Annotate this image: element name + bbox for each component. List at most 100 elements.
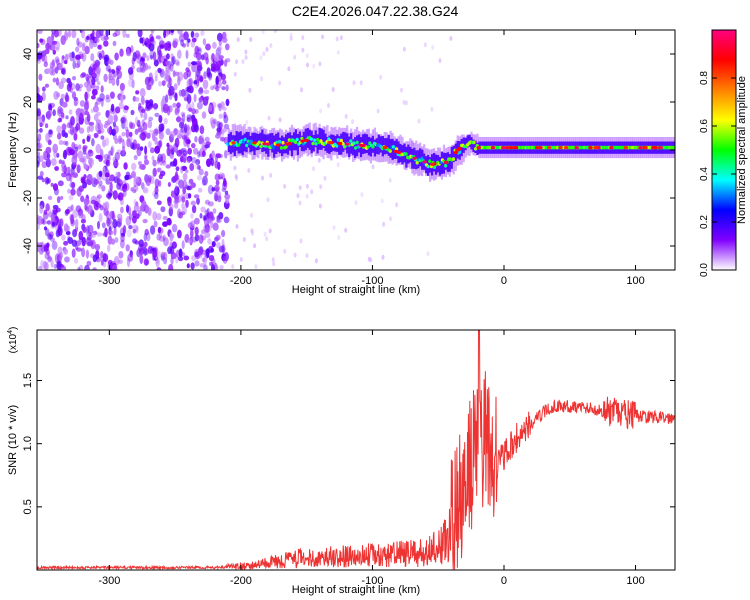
spectrogram-noise-mark <box>52 183 59 192</box>
spectrogram-scatter-mark <box>318 203 322 209</box>
spectrogram-noise-mark <box>194 217 200 225</box>
spectrogram-noise-mark <box>78 144 82 150</box>
spectrogram-noise-mark <box>75 46 80 53</box>
spectrogram-noise-mark <box>193 194 200 199</box>
snr-scale-close: ) <box>8 327 19 330</box>
spectrogram-noise-mark <box>156 167 161 173</box>
spectrogram-noise-mark <box>67 237 74 244</box>
spectrogram-noise-mark <box>180 193 186 200</box>
spectrogram-noise-mark <box>215 153 222 159</box>
spectrogram-noise-mark <box>97 97 103 102</box>
spectrogram-noise-mark <box>91 95 96 100</box>
spectrogram-scatter-mark <box>293 252 297 258</box>
spectrogram-noise-mark <box>196 101 203 110</box>
spectrogram-noise-mark <box>94 244 101 251</box>
spectrogram-peak-mark <box>455 148 461 152</box>
spectrogram-peak-mark <box>393 149 399 153</box>
spectrogram-noise-mark <box>57 180 64 187</box>
spectrogram-noise-mark <box>194 260 200 267</box>
spectrogram-noise-mark <box>197 69 201 74</box>
spectrogram-x-tick-label: 100 <box>626 275 644 287</box>
spectrogram-noise-mark <box>221 187 227 192</box>
spectrogram-noise-mark <box>82 146 87 152</box>
spectrogram-noise-mark <box>194 234 200 242</box>
spectrogram-noise-mark <box>202 79 209 90</box>
spectrogram-noise-mark <box>156 158 161 163</box>
spectrogram-noise-mark <box>37 108 41 117</box>
spectrogram-noise-mark <box>153 59 159 67</box>
spectrogram-noise-mark <box>149 147 155 154</box>
spectrogram-noise-mark <box>221 128 227 133</box>
spectrogram-scatter-mark <box>278 80 282 86</box>
spectrogram-noise-mark <box>52 49 56 55</box>
spectrogram-noise-mark <box>78 264 84 270</box>
spectrogram-noise-mark <box>221 86 226 91</box>
snr-x-tick-label: -200 <box>230 575 252 587</box>
spectrogram-scatter-mark <box>319 108 323 114</box>
spectrogram-noise-mark <box>80 176 85 184</box>
spectrogram-peak-mark <box>547 146 552 150</box>
spectrogram-noise-mark <box>63 223 69 233</box>
spectrogram-noise-mark <box>166 142 170 148</box>
spectrogram-noise-mark <box>90 53 95 62</box>
spectrogram-noise-mark <box>203 224 209 233</box>
spectrogram-noise-mark <box>158 115 163 123</box>
spectrogram-noise-mark <box>70 116 75 126</box>
spectrogram-noise-mark <box>116 76 120 87</box>
spectrogram-y-tick-label: 0 <box>22 147 34 153</box>
spectrogram-scatter-mark <box>327 103 330 108</box>
spectrogram-noise-mark <box>98 154 103 162</box>
spectrogram-noise-mark <box>143 246 148 256</box>
spectrogram-scatter-mark <box>369 257 373 263</box>
spectrogram-peak-mark <box>638 146 643 150</box>
spectrogram-tone-mark <box>281 140 285 145</box>
spectrogram-noise-mark <box>142 204 147 210</box>
spectrogram-noise-mark <box>133 204 140 213</box>
spectrogram-x-tick-label: -300 <box>98 275 120 287</box>
spectrogram-scatter-mark <box>300 87 303 93</box>
spectrogram-noise-mark <box>107 230 114 236</box>
spectrogram-noise-mark <box>144 41 148 46</box>
spectrogram-noise-mark <box>134 116 139 126</box>
spectrogram-peak-mark <box>231 141 236 145</box>
spectrogram-band-mark <box>342 131 345 152</box>
spectrogram-noise-mark <box>65 115 69 120</box>
snr-x-ticks: -300 -200 -100 0 100 <box>98 330 645 587</box>
spectrogram-noise-mark <box>143 241 148 248</box>
spectrogram-noise-mark <box>168 105 173 113</box>
spectrogram-noise-mark <box>204 136 210 142</box>
spectrogram-noise-mark <box>46 111 52 120</box>
spectrogram-tone-mark <box>428 159 432 163</box>
spectrogram-noise-mark <box>215 75 219 85</box>
spectrogram-band-mark <box>338 136 341 155</box>
spectrogram-noise-mark <box>163 252 168 260</box>
spectrogram-noise-mark <box>190 40 196 48</box>
spectrogram-peak-mark <box>262 142 267 146</box>
spectrogram-tone-mark <box>311 141 315 146</box>
spectrogram-noise-mark <box>52 77 57 83</box>
spectrogram-noise-mark <box>165 60 170 66</box>
snr-scale-prefix: (x10 <box>8 333 19 353</box>
spectrogram-noise-mark <box>216 218 222 223</box>
spectrogram-peak-mark <box>265 142 271 146</box>
spectrogram-noise-mark <box>85 152 91 160</box>
spectrogram-peak-mark <box>593 146 599 150</box>
spectrogram-peak-mark <box>534 146 540 150</box>
spectrogram-noise-mark <box>160 253 165 262</box>
spectrogram-noise-mark <box>199 125 205 135</box>
spectrogram-noise-mark <box>39 205 44 214</box>
spectrogram-noise-mark <box>181 113 186 123</box>
spectrogram-scatter-mark <box>301 35 305 41</box>
spectrogram-noise-mark <box>72 76 76 81</box>
spectrogram-peak-mark <box>252 141 257 145</box>
spectrogram-noise-mark <box>114 138 119 144</box>
spectrogram-noise-mark <box>43 49 49 54</box>
spectrogram-noise-mark <box>131 170 137 179</box>
spectrogram-peak-mark <box>412 156 417 160</box>
spectrogram-noise-mark <box>139 88 146 98</box>
spectrogram-scatter-mark <box>381 254 385 260</box>
spectrogram-noise-mark <box>224 149 228 159</box>
colorbar-tick-label: 0.8 <box>699 71 710 85</box>
spectrogram-noise-mark <box>61 123 67 131</box>
spectrogram-noise-mark <box>152 51 157 62</box>
